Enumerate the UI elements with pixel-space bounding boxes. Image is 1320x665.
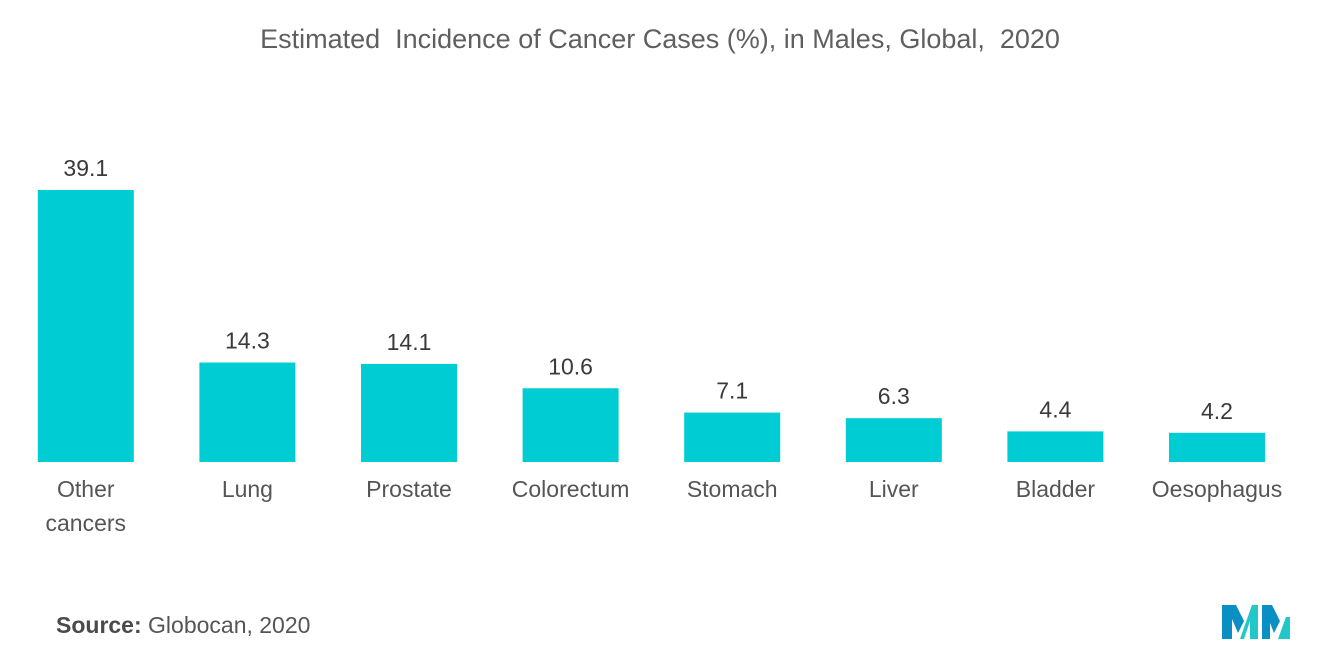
bar-value-label: 4.4 [1039, 396, 1071, 422]
bar [845, 418, 942, 462]
chart-title: Estimated Incidence of Cancer Cases (%),… [260, 24, 1060, 54]
category-label: Prostate [366, 476, 452, 502]
bar-value-label: 14.1 [387, 329, 432, 355]
category-label: cancers [46, 510, 127, 536]
bar [199, 362, 296, 462]
bar [37, 190, 134, 462]
bar-value-label: 39.1 [63, 155, 108, 181]
source-text: Globocan, 2020 [148, 612, 311, 638]
bar [684, 412, 781, 462]
bar [522, 388, 619, 462]
category-label: Lung [222, 476, 273, 502]
category-label: Other [57, 476, 115, 502]
category-label: Bladder [1016, 476, 1096, 502]
category-label: Liver [869, 476, 919, 502]
bar-chart: 39.1 14.3 14.1 10.6 7.1 6.3 4.4 4.2 Other cancer… [37, 155, 1282, 536]
category-label: Oesophagus [1152, 476, 1282, 502]
source-note: Source: Globocan, 2020 [56, 612, 310, 639]
bar [1169, 432, 1265, 462]
source-label: Source: [56, 612, 142, 638]
bar-value-label: 10.6 [548, 353, 593, 379]
mordor-intelligence-logo-icon [1222, 605, 1290, 639]
bar [361, 363, 457, 462]
bar-value-label: 14.3 [225, 328, 270, 354]
category-label: Colorectum [512, 476, 630, 502]
bar-value-label: 4.2 [1201, 398, 1233, 424]
bar-value-label: 6.3 [878, 383, 910, 409]
bar [1007, 431, 1104, 462]
category-label: Stomach [687, 476, 778, 502]
bar-value-label: 7.1 [716, 378, 748, 404]
